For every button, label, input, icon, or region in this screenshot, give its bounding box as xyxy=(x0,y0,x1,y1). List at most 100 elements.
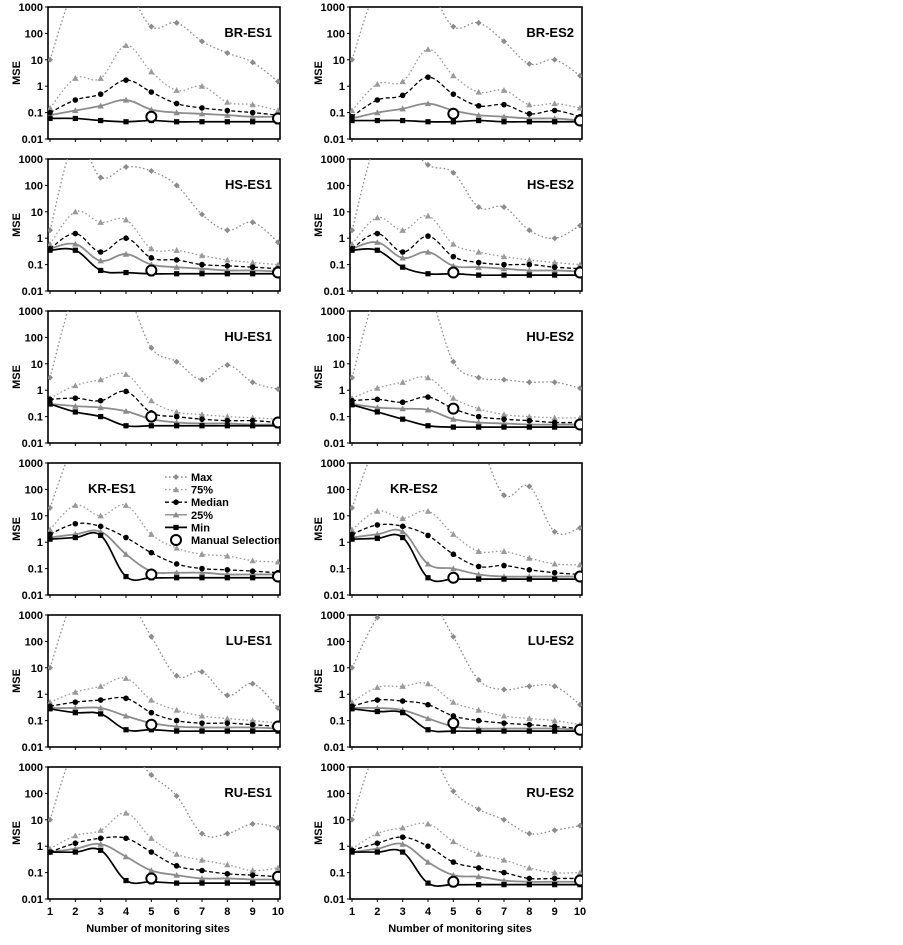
point-median xyxy=(72,520,79,527)
point-max xyxy=(501,686,507,693)
manual-selection-point xyxy=(447,875,460,888)
point-min xyxy=(350,247,355,253)
point-max xyxy=(526,379,533,386)
point-min xyxy=(199,575,205,581)
point-median xyxy=(72,395,79,401)
series-line-p75 xyxy=(351,215,581,266)
point-p75 xyxy=(274,107,280,114)
point-median xyxy=(48,396,53,403)
y-tick-label: 1 xyxy=(339,689,345,701)
y-tick-label: 0.1 xyxy=(28,868,43,880)
manual-selection-point xyxy=(574,570,582,583)
point-median xyxy=(199,565,205,572)
point-p25 xyxy=(399,528,406,535)
point-max xyxy=(501,492,507,499)
point-min xyxy=(501,728,507,734)
legend-label-p75: 75% xyxy=(191,485,213,497)
legend-marker-manual xyxy=(170,534,182,546)
point-max xyxy=(577,822,582,829)
point-p25 xyxy=(198,875,206,882)
point-median xyxy=(526,417,533,424)
point-median xyxy=(48,531,53,538)
y-tick-label: 0.1 xyxy=(28,564,43,576)
point-p25 xyxy=(173,263,180,270)
y-tick-label: 0.01 xyxy=(324,894,345,906)
point-p75 xyxy=(97,219,104,225)
point-median xyxy=(249,109,256,116)
point-median xyxy=(526,567,533,573)
point-median xyxy=(399,399,406,406)
point-p75 xyxy=(122,371,130,377)
point-median xyxy=(450,859,457,865)
y-tick-label: 0.01 xyxy=(22,894,43,906)
y-tick-label: 10 xyxy=(333,511,345,523)
point-median xyxy=(72,840,79,846)
y-tick-label: 10 xyxy=(333,663,345,675)
y-tick-label: 0.01 xyxy=(22,742,43,754)
point-p25 xyxy=(224,111,231,118)
point-p75 xyxy=(450,394,457,401)
point-min xyxy=(501,576,507,582)
point-min xyxy=(476,882,482,888)
point-p75 xyxy=(97,683,104,689)
point-median xyxy=(399,249,406,255)
point-max xyxy=(275,386,280,393)
point-min xyxy=(174,728,180,734)
point-p25 xyxy=(424,100,432,107)
series-line-max xyxy=(351,7,581,77)
point-p25 xyxy=(122,853,130,860)
y-axis-title: MSE xyxy=(11,61,23,85)
point-median xyxy=(501,562,507,569)
point-min xyxy=(400,710,406,716)
plot-frame xyxy=(349,614,583,748)
manual-selection-point xyxy=(272,720,280,733)
point-max xyxy=(551,528,558,535)
point-p75 xyxy=(374,80,381,87)
point-median xyxy=(501,416,507,422)
point-max xyxy=(173,182,180,189)
y-tick-label: 1 xyxy=(37,537,43,549)
point-p75 xyxy=(374,830,381,837)
point-min xyxy=(224,423,230,429)
series-line-p75 xyxy=(49,812,279,872)
series-line-p25 xyxy=(49,706,279,730)
point-p25 xyxy=(475,873,482,880)
point-p75 xyxy=(148,68,155,75)
point-min xyxy=(476,272,482,278)
y-axis-title: MSE xyxy=(313,61,325,85)
point-median xyxy=(97,249,104,255)
point-min xyxy=(250,880,256,886)
point-max xyxy=(450,633,457,640)
point-median xyxy=(526,721,533,728)
point-p75 xyxy=(97,376,104,383)
manual-selection-point xyxy=(447,571,460,584)
point-median xyxy=(374,97,381,103)
point-p75 xyxy=(48,526,54,533)
point-max xyxy=(475,676,482,683)
plot-frame xyxy=(349,6,583,140)
point-min xyxy=(400,849,406,855)
point-p75 xyxy=(526,864,533,871)
panel-hs-es1: 0.01 0.1 1 10 100 1000 MSE HS-ES1 xyxy=(11,154,281,298)
manual-selection-point xyxy=(145,264,158,277)
y-tick-label: 0.1 xyxy=(330,716,345,728)
point-min xyxy=(123,119,129,125)
manual-selection-point xyxy=(145,410,158,423)
point-max xyxy=(475,806,482,813)
point-p75 xyxy=(173,408,180,415)
plot-area xyxy=(350,7,582,127)
point-max xyxy=(173,358,180,365)
point-min xyxy=(123,423,129,429)
series-line-min xyxy=(49,403,278,428)
point-min xyxy=(374,708,380,715)
panel-title: HU-ES2 xyxy=(526,329,574,344)
point-min xyxy=(526,728,532,734)
legend-label-min: Min xyxy=(191,522,210,534)
point-p75 xyxy=(350,107,356,114)
point-max xyxy=(148,771,155,778)
point-p75 xyxy=(249,557,256,564)
plot-frame xyxy=(349,462,583,596)
point-max xyxy=(173,792,180,799)
manual-selection-point xyxy=(272,570,280,583)
x-tick-label: 9 xyxy=(552,906,558,918)
